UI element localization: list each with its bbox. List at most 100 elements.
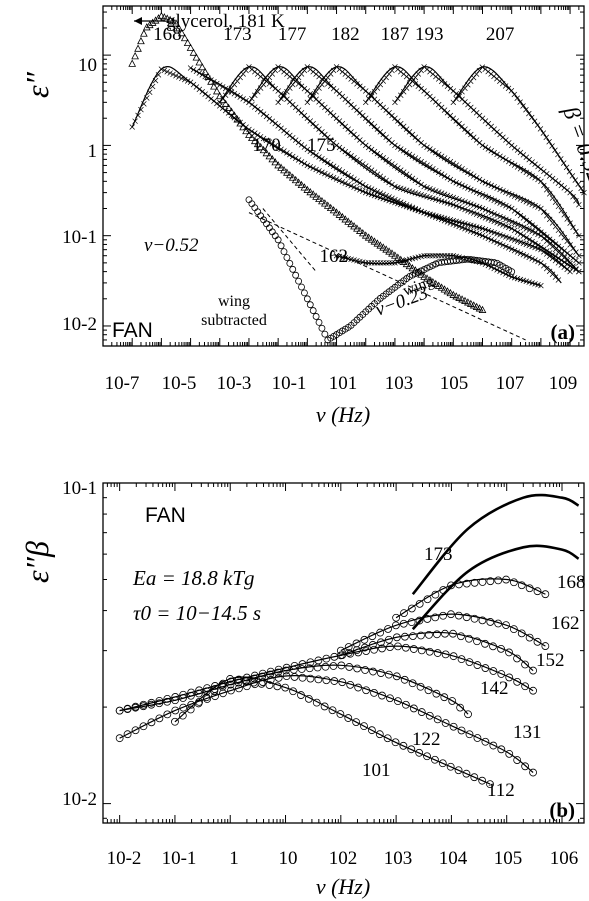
data-point [526,110,532,117]
data-point [491,149,497,156]
data-point [268,228,276,236]
a-wing-subtracted-2: subtracted [201,312,267,329]
a-y-axis-label: ε″ [19,71,55,98]
data-point [541,182,547,189]
data-point [269,71,276,77]
data-point [362,99,369,106]
data-point [322,654,331,663]
b-series-162 [392,575,550,622]
panel-b: 10-2 10-1 1 10 102 103 104 105 106 10-2 … [19,478,586,899]
data-point [242,673,251,682]
data-point [354,185,360,192]
data-point [435,252,442,259]
data-point [362,183,369,190]
data-point [275,123,281,129]
data-point [360,181,366,188]
a-series-label-168: 168 [153,24,182,45]
b-ea-label: Ea = 18.8 kTg [132,566,255,590]
data-point [306,301,314,309]
data-point [440,693,449,702]
a-ytick-label-1: 10-1 [62,227,97,248]
data-point [351,78,357,85]
data-point [330,67,337,74]
data-point [254,208,262,216]
data-point [435,197,442,203]
a-series-label-173: 173 [223,24,252,45]
data-point [538,205,544,212]
data-point [514,249,521,255]
a-xtick-label-2: 10-3 [217,373,252,394]
data-point [320,702,329,711]
data-point [523,154,530,160]
data-point [488,237,494,243]
data-point [406,151,413,158]
data-point [394,642,402,651]
a-series-label-175: 175 [307,135,336,156]
data-point [368,186,375,192]
data-point [555,243,562,250]
data-point [514,95,520,102]
data-point [303,295,311,303]
data-point [370,645,378,654]
data-point [489,741,498,750]
a-ytick-label-2: 1 [88,141,98,162]
data-point [403,187,410,193]
data-point [444,175,451,181]
data-point [274,665,283,674]
data-point [201,67,210,76]
data-point [468,171,474,177]
data-point [508,205,515,212]
data-point [386,643,394,652]
data-point [374,189,381,195]
data-point [456,181,462,187]
data-point [398,199,404,205]
data-point [307,96,314,102]
data-point [260,111,267,117]
data-point [529,256,535,262]
data-point [541,231,547,238]
data-point [517,196,524,202]
data-point [351,155,357,161]
data-point [437,283,446,291]
data-point [521,682,530,691]
data-point [240,71,246,77]
data-point [286,260,294,267]
data-point [517,212,524,219]
data-point [503,216,509,223]
data-point [368,167,375,173]
data-point [508,88,515,94]
data-point [511,247,518,254]
data-point [231,90,238,97]
data-point [459,89,465,95]
b-series-173 [411,493,580,596]
data-point [392,672,401,681]
panel-b-data: 101 112 122 131 142 152 162 168 173 [115,493,586,801]
data-point [179,703,188,712]
data-point [325,159,331,166]
data-point [271,158,280,166]
data-point [405,261,414,270]
data-point [450,178,457,185]
data-point [456,92,462,99]
a-series-label-187: 187 [381,24,410,45]
data-point [357,159,363,165]
data-point [322,78,328,84]
data-point [362,189,369,196]
data-point [368,632,377,641]
b-series-label-152: 152 [536,650,565,671]
data-point [508,268,516,276]
data-point [318,324,326,332]
data-point [379,243,388,251]
data-point [234,78,241,84]
data-point [503,189,509,195]
a-glycerol-arrowhead [134,17,142,25]
data-point [446,762,455,771]
data-point [494,185,500,191]
data-point [538,282,544,289]
data-point [274,236,282,244]
data-point [529,238,535,245]
data-point [486,780,494,789]
data-point [353,664,362,673]
series-line [174,676,491,785]
data-point [523,198,530,205]
